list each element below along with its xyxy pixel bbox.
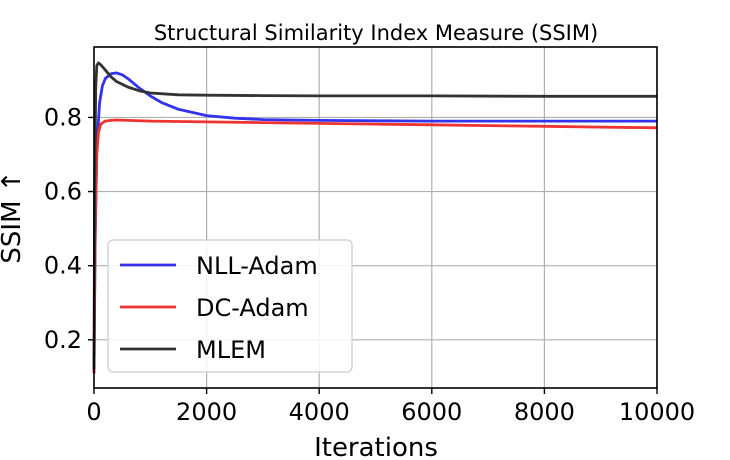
x-tick-label: 2000 bbox=[176, 398, 237, 426]
y-tick-label: 0.8 bbox=[44, 103, 82, 131]
chart-title: Structural Similarity Index Measure (SSI… bbox=[154, 21, 598, 45]
y-axis-ticks: 0.2 0.4 0.6 0.8 bbox=[44, 103, 94, 354]
y-axis-label: SSIM ↑ bbox=[0, 170, 27, 263]
series-line-dc-adam bbox=[92, 118, 658, 374]
x-tick-label: 4000 bbox=[289, 398, 350, 426]
plot-frame bbox=[93, 46, 658, 389]
x-tick-label: 6000 bbox=[401, 398, 462, 426]
x-axis-ticks: 0 2000 4000 6000 8000 10000 bbox=[86, 388, 695, 426]
legend-label-dc-adam: DC-Adam bbox=[196, 294, 309, 322]
legend-box bbox=[107, 239, 353, 373]
x-axis-label: Iterations bbox=[314, 433, 438, 460]
series-line-mlem bbox=[92, 61, 657, 370]
legend: NLL-Adam DC-Adam MLEM bbox=[107, 239, 353, 373]
series-lines bbox=[92, 61, 658, 374]
x-tick-label: 10000 bbox=[619, 398, 695, 426]
legend-label-nll-adam: NLL-Adam bbox=[196, 252, 318, 280]
legend-label-mlem: MLEM bbox=[196, 336, 266, 364]
y-tick-label: 0.2 bbox=[44, 326, 82, 354]
x-tick-label: 8000 bbox=[514, 398, 575, 426]
y-tick-label: 0.6 bbox=[44, 178, 82, 206]
x-tick-label: 0 bbox=[86, 398, 101, 426]
y-tick-label: 0.4 bbox=[44, 252, 82, 280]
